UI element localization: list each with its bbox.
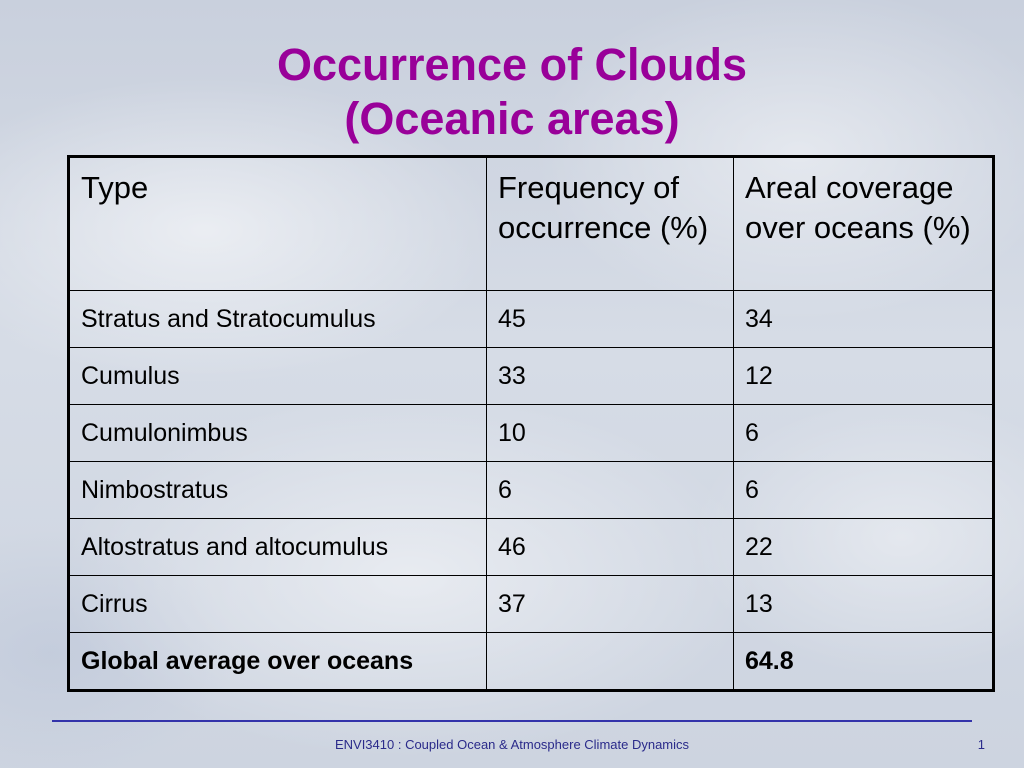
- table-header-row: Type Frequency of occurrence (%) Areal c…: [68, 156, 994, 291]
- slide-title: Occurrence of Clouds (Oceanic areas): [0, 38, 1024, 146]
- cell-coverage: 34: [733, 290, 994, 348]
- cell-frequency: 37: [486, 575, 734, 633]
- cell-frequency: 33: [486, 347, 734, 405]
- cell-frequency: 46: [486, 518, 734, 576]
- cell-type: Cirrus: [68, 575, 487, 633]
- cell-frequency: 10: [486, 404, 734, 462]
- cell-coverage: 6: [733, 461, 994, 519]
- header-cell-type: Type: [68, 156, 487, 291]
- cell-coverage: 12: [733, 347, 994, 405]
- cloud-occurrence-table: Type Frequency of occurrence (%) Areal c…: [67, 155, 995, 692]
- table-row: Stratus and Stratocumulus 45 34: [68, 290, 994, 348]
- cell-type: Cumulonimbus: [68, 404, 487, 462]
- table-row: Cumulonimbus 10 6: [68, 404, 994, 462]
- cell-type: Altostratus and altocumulus: [68, 518, 487, 576]
- table-row: Nimbostratus 6 6: [68, 461, 994, 519]
- cell-type: Cumulus: [68, 347, 487, 405]
- table-row: Altostratus and altocumulus 46 22: [68, 518, 994, 576]
- cell-frequency: 6: [486, 461, 734, 519]
- cell-type: Stratus and Stratocumulus: [68, 290, 487, 348]
- cell-type: Nimbostratus: [68, 461, 487, 519]
- cell-coverage: 22: [733, 518, 994, 576]
- footer-course-text: ENVI3410 : Coupled Ocean & Atmosphere Cl…: [334, 737, 690, 752]
- footer-divider: [52, 720, 972, 722]
- table-total-row: Global average over oceans 64.8: [68, 632, 994, 691]
- total-cell-coverage: 64.8: [733, 632, 994, 691]
- slide-number: 1: [977, 737, 985, 752]
- header-cell-areal-coverage: Areal coverage over oceans (%): [733, 156, 994, 291]
- cell-coverage: 6: [733, 404, 994, 462]
- slide-title-line-2: (Oceanic areas): [344, 93, 680, 144]
- total-cell-label: Global average over oceans: [68, 632, 487, 691]
- table-row: Cirrus 37 13: [68, 575, 994, 633]
- header-cell-frequency: Frequency of occurrence (%): [486, 156, 734, 291]
- cell-coverage: 13: [733, 575, 994, 633]
- slide-title-line-1: Occurrence of Clouds: [276, 39, 748, 90]
- cell-frequency: 45: [486, 290, 734, 348]
- table-row: Cumulus 33 12: [68, 347, 994, 405]
- total-cell-frequency: [486, 632, 734, 691]
